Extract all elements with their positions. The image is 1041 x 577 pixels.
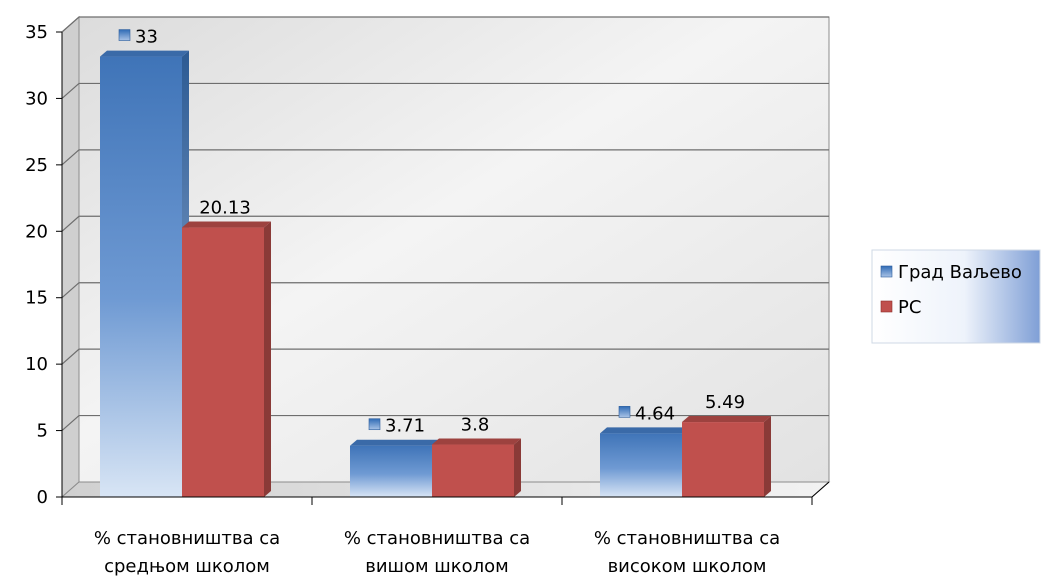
bar-grad-valjevo-2 [600, 427, 689, 497]
category-label: % становништва са [594, 528, 780, 549]
y-tick-label: 0 [37, 487, 48, 508]
gridline [61, 215, 829, 232]
data-label: 33 [135, 27, 158, 48]
data-label: 4.64 [635, 403, 675, 424]
gridline [61, 82, 829, 99]
bar-rs-0 [182, 221, 271, 497]
legend-swatch [880, 300, 893, 313]
y-tick-label: 15 [25, 288, 48, 309]
bar-grad-valjevo-0 [100, 50, 189, 497]
gridline [61, 149, 829, 166]
data-labels: 33 20.13 3.71 3.8 4.64 5.49 [118, 27, 745, 437]
data-label: 20.13 [199, 198, 251, 219]
gridline [61, 282, 829, 299]
legend: Град Ваљево РС [871, 249, 1041, 344]
data-label-marker [368, 418, 381, 431]
y-tick-label: 35 [25, 22, 48, 43]
legend-label: Град Ваљево [898, 262, 1022, 283]
category-label: високом школом [608, 556, 767, 577]
bar-grad-valjevo-1 [350, 439, 439, 497]
gridline [61, 16, 829, 33]
category-label: вишом школом [365, 556, 509, 577]
legend-box [871, 249, 1041, 344]
bar-rs-1 [432, 438, 521, 497]
data-label: 5.49 [705, 392, 745, 413]
bar-rs-2 [682, 416, 771, 497]
x-axis-corner [811, 481, 830, 498]
legend-swatch [880, 265, 893, 278]
category-label: % становништва са [94, 528, 280, 549]
category-label: % становништва са [344, 528, 530, 549]
side-wall [61, 15, 80, 499]
category-label: средњом школом [104, 556, 270, 577]
data-label-marker [118, 29, 131, 41]
legend-label: РС [898, 297, 921, 318]
y-tick-label: 5 [37, 421, 48, 442]
y-tick-label: 20 [25, 221, 48, 242]
gridline [61, 348, 829, 365]
y-tick-label: 30 [25, 88, 48, 109]
gridline [61, 414, 829, 432]
bars [100, 50, 771, 497]
y-tick-label: 10 [25, 354, 48, 375]
y-axis: 0 5 10 15 20 25 30 35 [25, 22, 63, 508]
data-label: 3.71 [385, 416, 425, 437]
y-tick-label: 25 [25, 155, 48, 176]
data-label-marker [618, 406, 631, 418]
x-axis: % становништва са средњом школом % становн… [61, 481, 830, 577]
data-label: 3.8 [461, 415, 490, 436]
